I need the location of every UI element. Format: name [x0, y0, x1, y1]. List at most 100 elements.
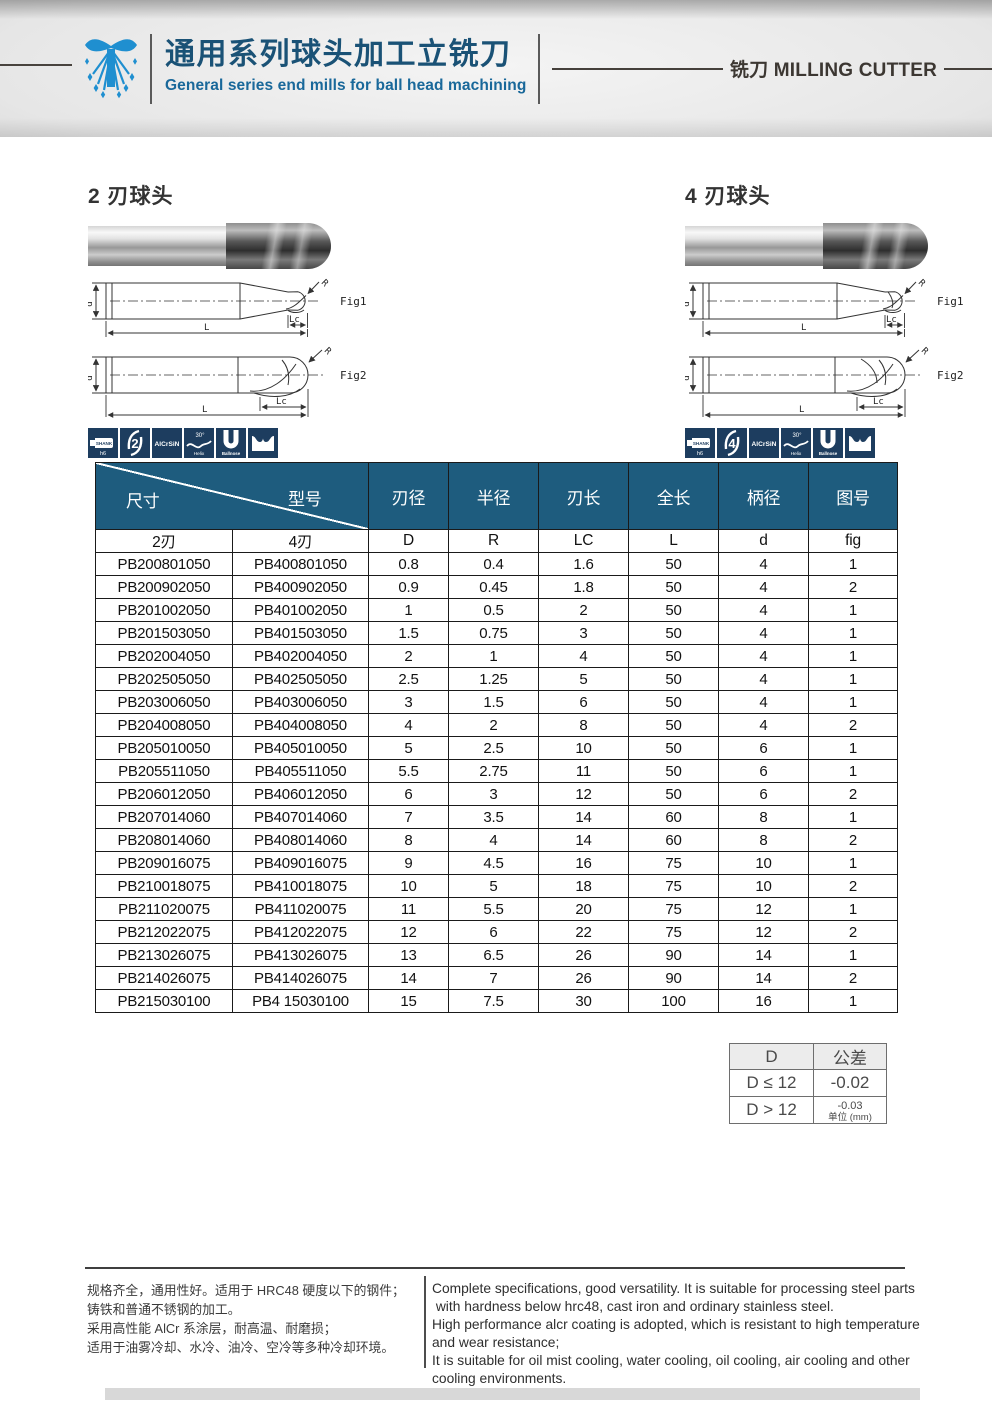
dim-label-d: d — [685, 375, 692, 380]
spec-cell: 1 — [368, 598, 449, 622]
drawing-fig2-4-flute: d R Lc L Fig2 — [685, 346, 964, 418]
spec-cell: 15 — [368, 989, 449, 1013]
spec-cell: PB214026075 — [95, 966, 233, 990]
spec-cell: 60 — [628, 805, 719, 829]
spec-cell: 0.5 — [448, 598, 539, 622]
unit-d: D — [368, 529, 449, 553]
spec-cell: PB201503050 — [95, 621, 233, 645]
spec-cell: PB407014060 — [232, 805, 369, 829]
spec-cell: 16 — [718, 989, 809, 1013]
dim-label-d: d — [88, 301, 95, 306]
spec-cell: 0.8 — [368, 552, 449, 576]
dim-label-l: L — [799, 405, 804, 415]
spec-cell: 4 — [448, 828, 539, 852]
page-subtitle: General series end mills for ball head m… — [165, 77, 527, 94]
size-header-label: 尺寸 — [126, 492, 160, 511]
helix-30-icon: 30° Helix — [781, 428, 811, 458]
spec-row: PB213026075 PB413026075 13 6.5 26 90 14 1 — [95, 943, 898, 967]
spec-row: PB210018075 PB410018075 10 5 18 75 10 2 — [95, 874, 898, 898]
spec-cell: 1 — [808, 851, 898, 875]
spec-row: PB215030100 PB4 15030100 15 7.5 30 100 16 1 — [95, 989, 898, 1013]
spec-cell: PB403006050 — [232, 690, 369, 714]
spec-cell: 4 — [718, 621, 809, 645]
fig1-label: Fig1 — [937, 295, 964, 308]
spec-cell: 8 — [718, 805, 809, 829]
spec-cell: 12 — [718, 897, 809, 921]
spec-cell: 4 — [718, 598, 809, 622]
col-header-fig-no: 图号 — [808, 462, 898, 530]
spec-cell: 10 — [538, 736, 629, 760]
spec-cell: PB411020075 — [232, 897, 369, 921]
spec-cell: 50 — [628, 575, 719, 599]
endmill-photo-4-flute — [685, 223, 928, 269]
section-title-2-flute: 2 刃球头 — [88, 185, 174, 208]
svg-text:SHANK: SHANK — [96, 441, 113, 446]
spec-row: PB202505050 PB402505050 2.5 1.25 5 50 4 1 — [95, 667, 898, 691]
spec-row: PB209016075 PB409016075 9 4.5 16 75 10 1 — [95, 851, 898, 875]
spec-cell: 2 — [808, 874, 898, 898]
spec-cell: 4 — [718, 575, 809, 599]
svg-text:Helix: Helix — [791, 451, 802, 457]
spec-cell: PB412022075 — [232, 920, 369, 944]
shank-h6-icon: SHANK h6 — [685, 428, 715, 458]
col-header-diameter: 刃径 — [368, 462, 449, 530]
tolerance-table: D 公差 D ≤ 12 -0.02 D > 12 -0.03 单位 (mm) — [729, 1043, 887, 1124]
spec-cell: PB402505050 — [232, 667, 369, 691]
spec-cell: 7.5 — [448, 989, 539, 1013]
dim-label-lc: Lc — [873, 397, 884, 407]
spec-cell: 12 — [718, 920, 809, 944]
spec-cell: 5 — [448, 874, 539, 898]
ballnose-icon: Ballnose — [813, 428, 843, 458]
spec-cell: 50 — [628, 598, 719, 622]
spec-cell: 1 — [808, 805, 898, 829]
shank-h6-icon: SHANK h6 — [88, 428, 118, 458]
corner-label: 铣刀 MILLING CUTTER — [729, 60, 937, 81]
spec-cell: 8 — [718, 828, 809, 852]
unit-note: 单位 (mm) — [828, 1111, 872, 1123]
spec-cell: 2 — [538, 598, 629, 622]
ballnose-icon: Ballnose — [216, 428, 246, 458]
endmill-photo-2-flute — [88, 223, 331, 269]
unit-4-flute: 4刃 — [232, 529, 369, 553]
helix-30-icon: 30° Helix — [184, 428, 214, 458]
spec-cell: 6.5 — [448, 943, 539, 967]
spec-cell: 50 — [628, 782, 719, 806]
section-title-4-flute: 4 刃球头 — [685, 185, 771, 208]
svg-text:30°: 30° — [195, 433, 205, 439]
spec-cell: 2.75 — [448, 759, 539, 783]
svg-text:Ballnose: Ballnose — [222, 451, 241, 456]
spec-cell: PB402004050 — [232, 644, 369, 668]
spec-cell: PB203006050 — [95, 690, 233, 714]
spec-cell: 60 — [628, 828, 719, 852]
spec-cell: PB202004050 — [95, 644, 233, 668]
spec-cell: 30 — [538, 989, 629, 1013]
spec-cell: 8 — [368, 828, 449, 852]
corner-header: 铣刀 MILLING CUTTER — [552, 55, 992, 82]
spec-row: PB212022075 PB412022075 12 6 22 75 12 2 — [95, 920, 898, 944]
spec-cell: PB209016075 — [95, 851, 233, 875]
spec-cell: 2.5 — [448, 736, 539, 760]
spec-row: PB214026075 PB414026075 14 7 26 90 14 2 — [95, 966, 898, 990]
spec-cell: PB202505050 — [95, 667, 233, 691]
svg-text:AlCrSiN: AlCrSiN — [752, 441, 777, 448]
spec-cell: PB200801050 — [95, 552, 233, 576]
dim-label-r: R — [916, 278, 927, 289]
spec-cell: 2.5 — [368, 667, 449, 691]
spec-cell: PB404008050 — [232, 713, 369, 737]
ball-profile-icon — [845, 428, 875, 458]
dim-label-l: L — [202, 405, 207, 415]
spec-cell: PB400801050 — [232, 552, 369, 576]
spec-row: PB208014060 PB408014060 8 4 14 60 8 2 — [95, 828, 898, 852]
spec-cell: PB400902050 — [232, 575, 369, 599]
spec-cell: 11 — [538, 759, 629, 783]
drawing-fig1-2-flute: d R Lc L Fig1 — [88, 278, 367, 337]
svg-text:h6: h6 — [697, 451, 703, 457]
svg-text:Helix: Helix — [194, 451, 205, 457]
spec-cell: 4 — [718, 552, 809, 576]
feature-badges-4-flute: SHANK h6 4 AlCrSiN 30° Helix — [685, 428, 992, 458]
header-left-rule — [0, 64, 72, 66]
spec-cell: PB401503050 — [232, 621, 369, 645]
unit-shank-d: d — [718, 529, 809, 553]
spec-row: PB206012050 PB406012050 6 3 12 50 6 2 — [95, 782, 898, 806]
